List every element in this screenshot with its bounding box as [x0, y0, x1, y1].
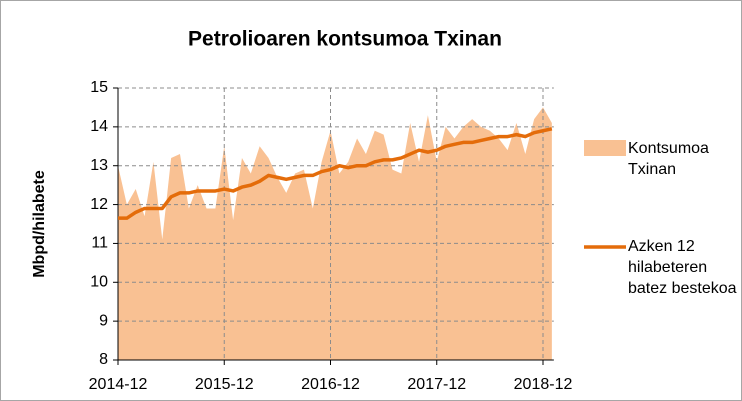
legend-label: Kontsumoa Txinan	[628, 140, 709, 178]
y-axis-label: Mbpd/hilabete	[31, 170, 48, 278]
y-tick-label: 9	[99, 312, 108, 329]
x-tick-label: 2014-12	[89, 376, 148, 393]
y-tick-label: 11	[91, 235, 108, 252]
x-tick-label: 2018-12	[514, 376, 573, 393]
x-tick-label: 2015-12	[195, 376, 254, 393]
y-tick-label: 13	[90, 157, 108, 174]
chart-title: Petrolioaren kontsumoa Txinan	[188, 28, 502, 51]
x-tick-label: 2016-12	[301, 376, 360, 393]
legend-swatch	[584, 140, 626, 156]
y-tick-label: 10	[90, 274, 108, 291]
area	[118, 107, 552, 360]
legend-label: Azken 12 hilabeteren batez bestekoa	[628, 238, 737, 297]
x-tick-label: 2017-12	[407, 376, 466, 393]
y-tick-label: 14	[90, 118, 108, 135]
line	[118, 127, 553, 220]
y-tick-label: 8	[99, 351, 108, 368]
y-tick-label: 15	[90, 79, 108, 96]
y-tick-label: 12	[90, 196, 108, 213]
